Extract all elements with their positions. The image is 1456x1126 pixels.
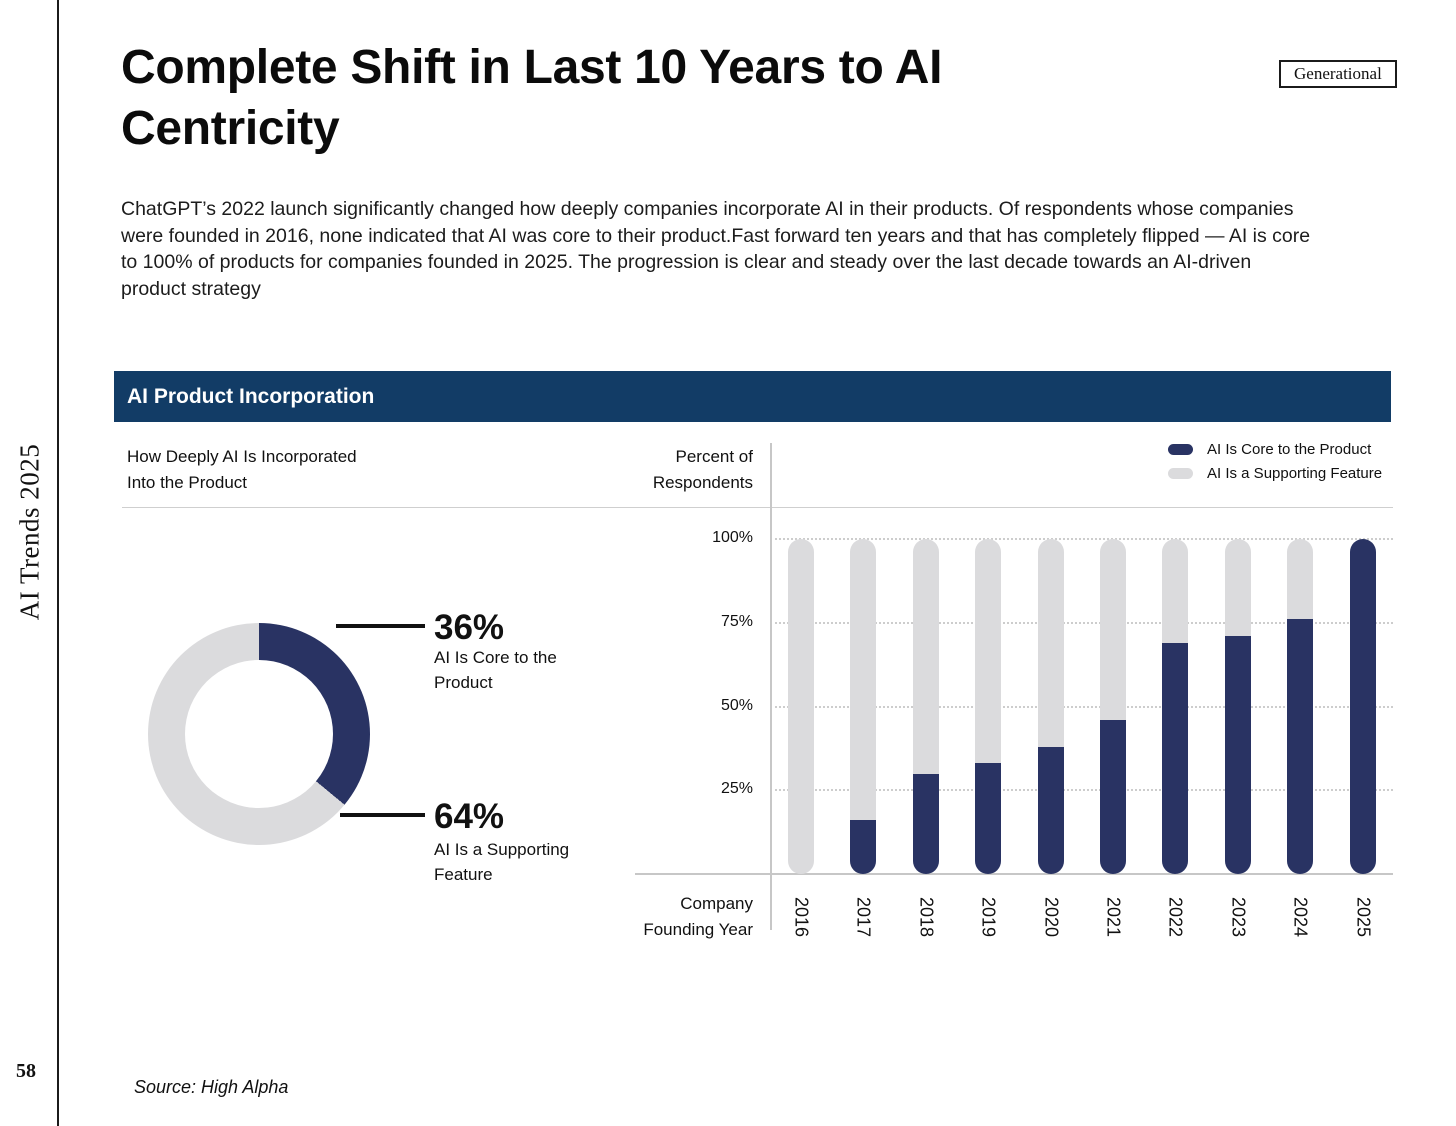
donut-supporting-percent: 64% [434, 797, 505, 836]
donut-supporting-label: AI Is a Supporting Feature [434, 838, 569, 887]
donut-chart-subtitle: How Deeply AI Is Incorporated Into the P… [127, 444, 357, 497]
bar-2023-core [1224, 636, 1251, 874]
chart-legend: AI Is Core to the Product AI Is a Suppor… [1168, 441, 1382, 482]
legend-label-core: AI Is Core to the Product [1207, 441, 1372, 458]
donut-supporting-label-line2: Feature [434, 864, 493, 884]
x-axis-title: Company Founding Year [620, 891, 753, 944]
donut-chart [148, 623, 370, 845]
year-label-2023: 2023 [1228, 896, 1249, 938]
intro-paragraph: ChatGPT’s 2022 launch significantly chan… [121, 198, 1311, 300]
bar-2024-core [1287, 619, 1314, 874]
legend-item-core: AI Is Core to the Product [1168, 441, 1382, 458]
bar-2018-core [912, 773, 939, 874]
y-tick-label-75: 75% [720, 612, 753, 630]
bar-2022-supporting [1162, 539, 1189, 874]
donut-supporting-label-line1: AI Is a Supporting [434, 840, 570, 859]
bar-2017-core [850, 820, 877, 874]
year-label-2021: 2021 [1103, 896, 1124, 938]
year-label-2022: 2022 [1165, 896, 1186, 938]
panel-header-title: AI Product Incorporation [127, 384, 375, 408]
y-axis-line [770, 443, 772, 930]
bar-2022-core [1162, 642, 1189, 874]
donut-chart-subtitle-line2: Into the Product [127, 473, 248, 493]
y-axis-title: Percent of Respondents [600, 444, 753, 497]
x-axis-title-line1: Company [680, 894, 753, 913]
legend-item-supporting: AI Is a Supporting Feature [1168, 465, 1382, 482]
panel-header: AI Product Incorporation [114, 371, 1391, 422]
bar-2019-core [975, 763, 1002, 874]
page-title: Complete Shift in Last 10 Years to AI Ce… [121, 41, 943, 155]
year-label-2025: 2025 [1353, 896, 1374, 938]
year-label-2016: 2016 [791, 896, 812, 938]
donut-hole [185, 660, 333, 808]
bar-2020-supporting [1037, 539, 1064, 874]
gridline-75 [775, 621, 1393, 624]
y-tick-label-50: 50% [720, 696, 753, 714]
callout-line-core [336, 624, 425, 628]
bar-2018-supporting [912, 539, 939, 874]
gridline-100 [775, 538, 1393, 540]
x-axis-title-line2: Founding Year [643, 920, 753, 940]
source-note: Source: High Alpha [134, 1077, 289, 1097]
donut-chart-subtitle-line1: How Deeply AI Is Incorporated [127, 447, 357, 466]
bar-2021-supporting [1100, 539, 1126, 874]
year-label-2018: 2018 [916, 896, 937, 938]
gridline-50 [775, 705, 1393, 708]
year-label-2017: 2017 [853, 896, 874, 938]
y-axis-title-line1: Percent of [675, 447, 754, 466]
sidebar-report-title: AI Trends 2025 [14, 443, 45, 621]
donut-core-percent: 36% [434, 608, 505, 647]
donut-core-label-line2: Product [434, 672, 493, 692]
bar-2016-supporting [788, 539, 814, 874]
donut-core-label-line1: AI Is Core to the [434, 648, 557, 667]
x-axis-line [635, 873, 1393, 875]
bar-2020-core [1037, 746, 1064, 874]
year-label-2019: 2019 [978, 896, 999, 938]
bar-2023-supporting [1224, 539, 1251, 874]
bar-2024-supporting [1287, 539, 1314, 874]
bar-2025-core [1349, 539, 1376, 874]
legend-swatch-core-icon [1168, 444, 1193, 455]
legend-swatch-supporting-icon [1168, 468, 1193, 479]
category-badge: Generational [1279, 60, 1397, 88]
bar-2017-supporting [850, 539, 877, 874]
sidebar-rule [57, 0, 59, 1126]
callout-line-supporting [340, 813, 425, 817]
y-axis-title-line2: Respondents [652, 473, 753, 493]
y-tick-label-100: 100% [712, 529, 753, 546]
gridline-25 [775, 789, 1393, 792]
year-label-2024: 2024 [1290, 896, 1311, 938]
donut-core-label: AI Is Core to the Product [434, 646, 557, 695]
y-tick-label-25: 25% [720, 780, 753, 798]
legend-label-supporting: AI Is a Supporting Feature [1207, 465, 1383, 482]
page-number: 58 [16, 1060, 36, 1082]
year-label-2020: 2020 [1041, 896, 1062, 938]
panel-divider-line [122, 507, 1393, 508]
bar-2019-supporting [975, 539, 1002, 874]
bar-2021-core [1100, 719, 1126, 874]
